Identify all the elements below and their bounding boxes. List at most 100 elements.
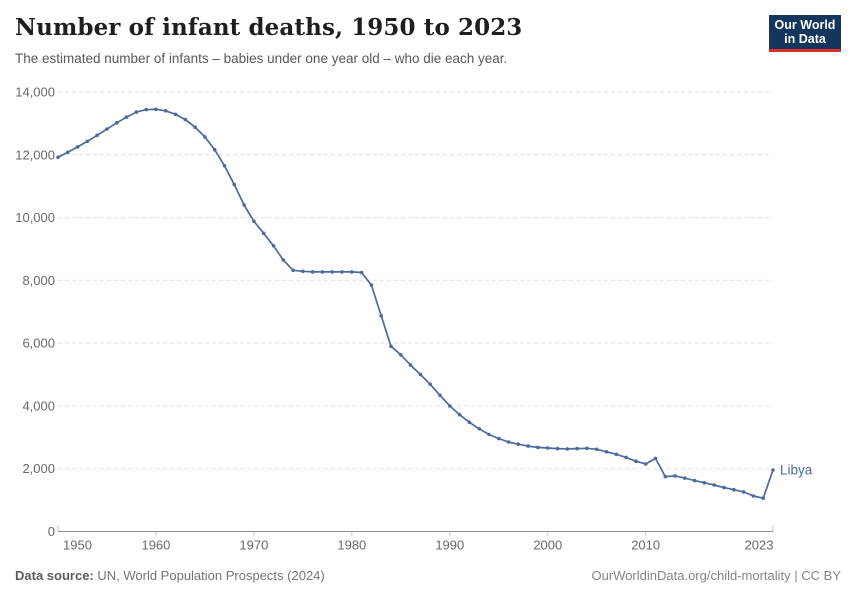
- data-point[interactable]: [702, 481, 707, 485]
- x-axis-tick-label: 1960: [141, 538, 170, 553]
- data-point[interactable]: [448, 404, 452, 408]
- y-axis-tick-label: 8,000: [22, 273, 55, 288]
- data-point[interactable]: [487, 432, 491, 437]
- x-axis-tick-label: 1980: [337, 538, 366, 553]
- credit-link[interactable]: OurWorldinData.org/child-mortality | CC …: [591, 568, 842, 583]
- data-point[interactable]: [614, 452, 619, 457]
- data-point[interactable]: [555, 446, 560, 451]
- data-point[interactable]: [428, 382, 433, 387]
- x-axis-tick-label: 2000: [533, 538, 562, 553]
- data-point[interactable]: [154, 107, 158, 112]
- x-axis-tick-label: 1950: [63, 538, 92, 553]
- data-point[interactable]: [144, 107, 148, 112]
- data-point[interactable]: [115, 121, 119, 125]
- data-point[interactable]: [399, 353, 403, 357]
- data-point[interactable]: [222, 164, 227, 168]
- data-point[interactable]: [604, 450, 609, 454]
- data-point[interactable]: [751, 494, 756, 498]
- data-source-note: Data source: UN, World Population Prospe…: [15, 568, 325, 583]
- data-point[interactable]: [173, 112, 178, 117]
- data-point[interactable]: [193, 125, 197, 129]
- data-point[interactable]: [85, 139, 90, 144]
- data-source-label: Data source:: [15, 568, 94, 583]
- data-point[interactable]: [350, 270, 354, 274]
- y-axis-tick-label: 6,000: [22, 336, 55, 351]
- data-point[interactable]: [183, 117, 188, 122]
- data-point[interactable]: [575, 446, 579, 451]
- data-point[interactable]: [105, 127, 109, 131]
- data-point[interactable]: [506, 440, 511, 444]
- y-axis-tick-label: 14,000: [15, 85, 55, 100]
- data-point[interactable]: [66, 150, 70, 155]
- data-point[interactable]: [536, 445, 540, 450]
- data-point[interactable]: [56, 155, 60, 160]
- owid-logo-line1: Our World: [774, 18, 836, 32]
- data-point[interactable]: [330, 270, 335, 274]
- data-point[interactable]: [653, 456, 658, 461]
- data-point[interactable]: [545, 446, 550, 450]
- data-point[interactable]: [359, 270, 364, 275]
- data-point[interactable]: [310, 270, 315, 274]
- data-point[interactable]: [340, 270, 344, 274]
- data-point[interactable]: [663, 474, 668, 479]
- data-point[interactable]: [673, 474, 677, 478]
- x-axis-tick-label: 1990: [435, 538, 464, 553]
- data-point[interactable]: [252, 219, 256, 224]
- series-line[interactable]: [57, 108, 774, 500]
- chart-subtitle: The estimated number of infants – babies…: [15, 51, 508, 66]
- data-point[interactable]: [75, 145, 80, 149]
- data-point[interactable]: [712, 483, 716, 487]
- data-point[interactable]: [624, 455, 628, 460]
- data-point[interactable]: [683, 476, 687, 480]
- y-axis-tick-label: 12,000: [15, 147, 55, 162]
- data-point[interactable]: [320, 270, 325, 274]
- data-point[interactable]: [418, 372, 423, 377]
- data-point[interactable]: [95, 133, 99, 138]
- x-axis-tick-label: 1970: [239, 538, 268, 553]
- data-point[interactable]: [232, 182, 237, 187]
- owid-logo-line2: in Data: [784, 32, 826, 46]
- data-point[interactable]: [732, 487, 736, 492]
- data-point[interactable]: [565, 447, 570, 451]
- y-axis-tick-label: 2,000: [22, 461, 55, 476]
- data-point[interactable]: [369, 283, 374, 287]
- data-point[interactable]: [124, 115, 129, 119]
- data-point[interactable]: [516, 442, 521, 447]
- data-point[interactable]: [457, 412, 462, 417]
- data-point[interactable]: [594, 447, 599, 452]
- x-axis-tick-label: 2023: [745, 538, 774, 553]
- data-point[interactable]: [761, 496, 765, 501]
- y-axis-tick-label: 10,000: [15, 210, 55, 225]
- data-point[interactable]: [477, 427, 482, 431]
- data-point[interactable]: [585, 446, 589, 451]
- chart-title: Number of infant deaths, 1950 to 2023: [15, 14, 523, 41]
- data-point[interactable]: [408, 363, 413, 367]
- data-point[interactable]: [163, 109, 168, 113]
- data-point[interactable]: [242, 203, 246, 207]
- data-point[interactable]: [212, 148, 217, 152]
- data-point[interactable]: [741, 490, 746, 494]
- data-point[interactable]: [497, 436, 501, 441]
- y-axis-tick-label: 0: [48, 524, 55, 539]
- data-point[interactable]: [271, 244, 276, 248]
- data-point[interactable]: [722, 485, 726, 490]
- data-point[interactable]: [134, 110, 139, 114]
- data-point[interactable]: [281, 258, 286, 262]
- data-point[interactable]: [203, 135, 207, 139]
- data-point[interactable]: [261, 231, 266, 236]
- x-axis-tick-label: 2010: [631, 538, 660, 553]
- data-point[interactable]: [467, 420, 472, 425]
- data-point[interactable]: [291, 268, 295, 273]
- data-point[interactable]: [301, 269, 305, 274]
- data-point[interactable]: [389, 344, 393, 349]
- entity-label: Libya: [780, 462, 813, 477]
- data-point[interactable]: [379, 314, 384, 318]
- data-point[interactable]: [634, 459, 638, 464]
- data-point[interactable]: [526, 444, 530, 448]
- data-point[interactable]: [438, 393, 442, 398]
- data-point[interactable]: [692, 478, 697, 483]
- data-point[interactable]: [771, 468, 775, 472]
- data-point[interactable]: [643, 462, 648, 466]
